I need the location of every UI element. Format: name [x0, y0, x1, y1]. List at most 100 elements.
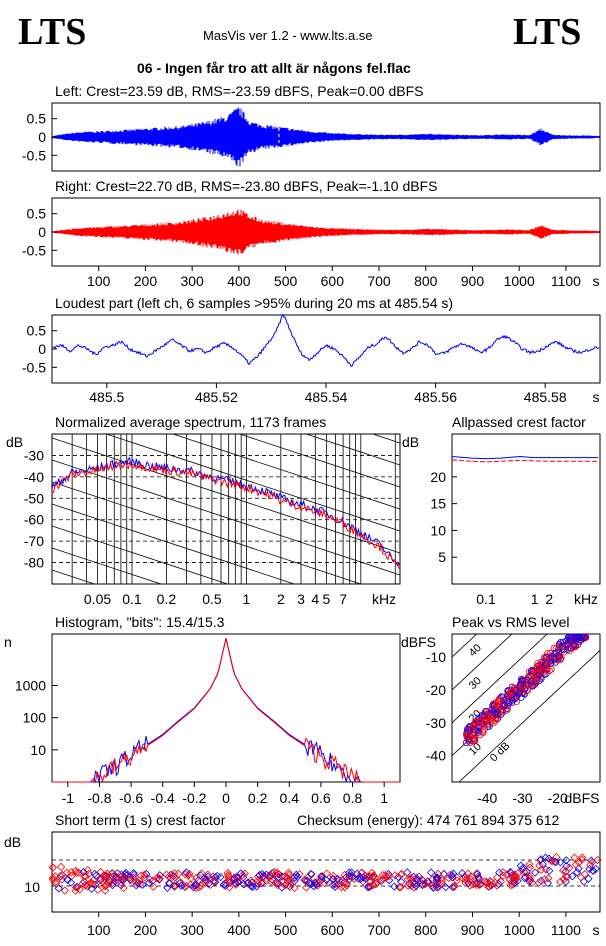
shortterm-point: [496, 877, 505, 886]
shortterm-point: [570, 853, 579, 862]
peakrms-point: [516, 686, 523, 694]
shortterm-point: [482, 878, 491, 887]
peakrms-point: [567, 636, 574, 644]
shortterm-point: [79, 867, 88, 877]
peakrms-point: [572, 634, 580, 641]
spectrum-diagonals: [52, 434, 400, 795]
crest-ytick-label: 10: [430, 522, 446, 538]
loudest-xtick-label: 485.52: [195, 389, 238, 405]
peakrms-point: [477, 717, 485, 725]
shortterm-point: [548, 856, 557, 866]
peakrms-point: [563, 637, 570, 645]
shortterm-point: [224, 871, 233, 880]
shortterm-point: [303, 876, 312, 885]
shortterm-point: [210, 877, 219, 886]
shortterm-point: [458, 869, 467, 878]
shortterm-point: [578, 853, 587, 862]
shortterm-point: [390, 882, 399, 891]
peakrms-point: [507, 686, 515, 694]
shortterm-point: [192, 873, 201, 882]
shortterm-point: [424, 878, 433, 888]
shortterm-point: [216, 873, 225, 882]
spectrum-diagonal: [52, 680, 400, 795]
shortterm-point: [464, 879, 473, 888]
spectrum-xtick-label: 0.05: [84, 591, 111, 607]
time-tick-label: 200: [134, 273, 158, 289]
shortterm-point: [81, 872, 90, 881]
app-version: MasVis ver 1.2 - www.lts.a.se: [203, 28, 373, 43]
right-trace: [52, 209, 600, 255]
spectrum-xtick-label: 5: [322, 591, 330, 607]
shortterm-point: [559, 875, 568, 884]
shortterm-point: [120, 874, 129, 883]
shortterm-point: [164, 872, 174, 881]
right-waveform: 0.5 0 -0.5: [22, 206, 600, 258]
shortterm-frame: [51, 831, 601, 913]
shortterm-point: [432, 874, 442, 883]
shortterm-point: [56, 862, 66, 871]
shortterm-point: [103, 869, 112, 878]
peakrms-point: [535, 664, 543, 672]
shortterm-point: [520, 873, 529, 883]
shortterm-point: [328, 880, 337, 890]
shortterm-xtick-label: 300: [180, 922, 204, 938]
time-tick-label: 500: [274, 273, 298, 289]
shortterm-point: [191, 883, 201, 892]
shortterm-point: [518, 864, 527, 874]
peakrms-point: [566, 636, 574, 644]
time-tick-label: 1100: [551, 273, 581, 289]
shortterm-point: [58, 870, 67, 879]
peakrms-xtick-label: -20: [548, 790, 568, 806]
spectrum-trace-red: [52, 459, 400, 569]
shortterm-point: [317, 872, 326, 881]
shortterm-point: [544, 854, 554, 863]
peakrms-ytick-label: -40: [426, 748, 446, 764]
shortterm-point: [83, 866, 92, 875]
crest-xunit: kHz: [574, 591, 598, 607]
shortterm-point: [138, 880, 147, 889]
shortterm-point: [273, 880, 282, 890]
shortterm-point: [266, 877, 275, 886]
shortterm-point: [71, 883, 81, 892]
shortterm-point: [72, 868, 81, 877]
shortterm-point: [432, 873, 442, 882]
shortterm-point: [231, 880, 241, 889]
shortterm-xtick-label: 500: [274, 922, 298, 938]
shortterm-point: [396, 883, 405, 892]
shortterm-point: [545, 866, 554, 875]
peakrms-point: [506, 691, 513, 698]
shortterm-point: [101, 882, 110, 891]
shortterm-point: [412, 874, 421, 883]
left-ytick-label: 0: [38, 129, 46, 145]
spectrum-ylabel: dB: [6, 434, 23, 450]
peakrms-point: [466, 725, 474, 733]
spectrum-xunit: kHz: [372, 591, 396, 607]
peakrms-frame: [451, 633, 601, 783]
hist-xtick-label: 0.2: [248, 790, 268, 806]
peakrms-point: [535, 677, 543, 685]
loudest-trace: [52, 313, 600, 367]
shortterm-point: [170, 882, 179, 891]
peakrms-diag-label: 40: [467, 642, 484, 659]
right-ytick-label: 0: [38, 224, 46, 240]
shortterm-point: [427, 881, 437, 890]
shortterm-point: [556, 858, 565, 867]
shortterm-point: [285, 876, 295, 885]
right-title: Right: Crest=22.70 dB, RMS=-23.80 dBFS, …: [55, 178, 437, 194]
shortterm-point: [572, 868, 582, 877]
shortterm-point: [494, 879, 503, 889]
shortterm-point: [134, 876, 144, 885]
peakrms-point: [543, 654, 550, 662]
spectrum-diagonal: [52, 636, 400, 751]
crest-frame: [451, 433, 601, 585]
shortterm-point: [568, 872, 577, 881]
left-title: Left: Crest=23.59 dB, RMS=-23.59 dBFS, P…: [55, 83, 423, 99]
peakrms-ytick-label: -20: [426, 682, 446, 698]
shortterm-point: [578, 855, 587, 864]
peakrms-title: Peak vs RMS level: [452, 614, 569, 630]
shortterm-point: [104, 876, 113, 885]
shortterm-point: [484, 878, 493, 888]
peakrms-point: [524, 686, 532, 694]
shortterm-point: [306, 869, 316, 879]
shortterm-point: [342, 880, 351, 890]
